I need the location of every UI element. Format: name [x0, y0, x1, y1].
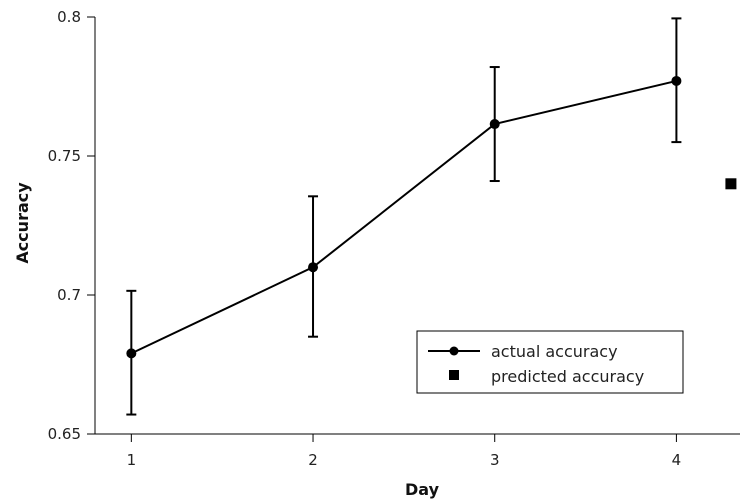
y-axis-title: Accuracy — [13, 182, 32, 264]
actual-accuracy-point — [489, 119, 500, 130]
y-tick-label: 0.65 — [48, 425, 81, 443]
actual-accuracy-point — [308, 262, 319, 273]
y-tick-label: 0.7 — [57, 286, 81, 304]
actual-accuracy-point — [671, 75, 682, 86]
x-tick-label: 2 — [308, 451, 318, 469]
actual-accuracy-line — [130, 79, 677, 355]
tick-marks: 0.65 0.7 0.75 0.8 1 2 3 4 — [48, 8, 682, 469]
legend-box — [416, 330, 684, 394]
legend-circle-marker — [449, 346, 459, 356]
axes — [94, 17, 740, 435]
y-tick-label: 0.75 — [48, 147, 81, 165]
legend-label-predicted: predicted accuracy — [491, 367, 644, 386]
legend: actual accuracy predicted accuracy — [416, 330, 684, 394]
legend-square-marker — [449, 370, 459, 380]
y-tick-label: 0.8 — [57, 8, 81, 26]
data-series — [126, 17, 737, 416]
x-axis-title: Day — [405, 480, 440, 499]
x-tick-label: 1 — [127, 451, 137, 469]
x-tick-label: 4 — [672, 451, 682, 469]
actual-accuracy-point — [126, 348, 137, 359]
predicted-accuracy-point — [725, 178, 737, 190]
legend-label-actual: actual accuracy — [491, 342, 618, 361]
x-tick-label: 3 — [490, 451, 500, 469]
